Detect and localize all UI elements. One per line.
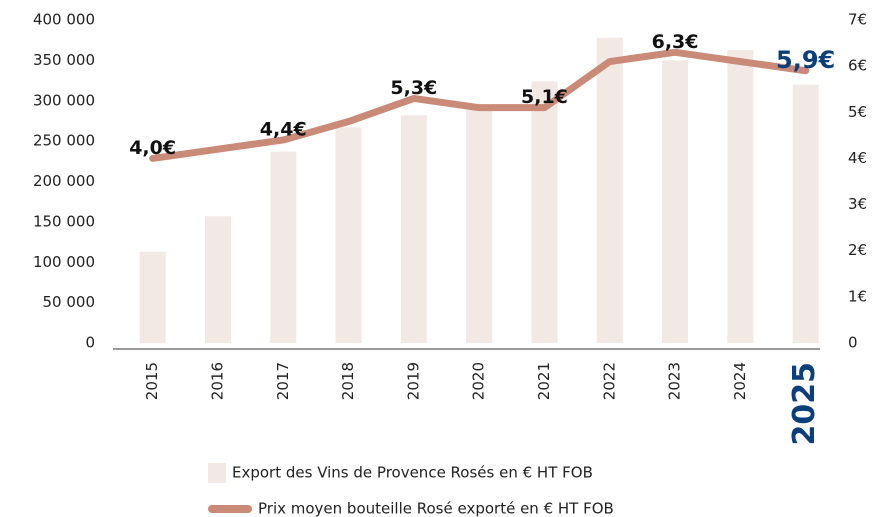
legend-label: Export des Vins de Provence Rosés en € H… bbox=[232, 464, 593, 482]
bar bbox=[335, 127, 362, 344]
x-tick-label: 2023 bbox=[666, 362, 684, 400]
y2-tick-label: 3€ bbox=[848, 195, 867, 213]
y-tick-label: 0 bbox=[85, 334, 95, 352]
y2-tick-label: 6€ bbox=[848, 57, 867, 75]
x-tick-label: 2019 bbox=[404, 362, 422, 400]
y2-tick-label: 4€ bbox=[848, 149, 867, 167]
y2-tick-label: 7€ bbox=[848, 11, 867, 29]
x-tick-label: 2020 bbox=[470, 362, 488, 400]
x-tick-label: 2025 bbox=[787, 362, 822, 446]
value-label: 5,3€ bbox=[390, 77, 437, 99]
y-tick-label: 100 000 bbox=[33, 253, 95, 271]
y2-tick-label: 1€ bbox=[848, 287, 867, 305]
legend-swatch bbox=[208, 463, 226, 483]
value-label: 5,9€ bbox=[776, 46, 835, 74]
y-tick-label: 150 000 bbox=[33, 212, 95, 230]
y-tick-label: 200 000 bbox=[33, 172, 95, 190]
value-label: 6,3€ bbox=[652, 31, 699, 53]
bar bbox=[204, 216, 231, 343]
bar bbox=[270, 151, 297, 343]
x-tick-label: 2017 bbox=[274, 362, 292, 400]
x-tick-label: 2021 bbox=[535, 362, 553, 400]
bar bbox=[792, 84, 819, 343]
y2-tick-label: 5€ bbox=[848, 103, 867, 121]
y2-tick-label: 2€ bbox=[848, 241, 867, 259]
bar bbox=[400, 115, 427, 343]
bar bbox=[466, 107, 493, 344]
y-tick-label: 400 000 bbox=[33, 11, 95, 29]
x-tick-label: 2018 bbox=[339, 362, 357, 400]
x-tick-label: 2016 bbox=[208, 362, 226, 400]
bar bbox=[727, 49, 754, 343]
x-tick-label: 2024 bbox=[731, 362, 749, 400]
y-tick-label: 250 000 bbox=[33, 132, 95, 150]
x-tick-label: 2022 bbox=[600, 362, 618, 400]
legend-label: Prix moyen bouteille Rosé exporté en € H… bbox=[258, 500, 614, 517]
bar bbox=[139, 251, 166, 343]
y-tick-label: 300 000 bbox=[33, 91, 95, 109]
y-tick-label: 50 000 bbox=[43, 293, 96, 311]
x-tick-label: 2015 bbox=[143, 362, 161, 400]
bar bbox=[596, 37, 623, 343]
value-label: 4,0€ bbox=[129, 137, 176, 159]
bar bbox=[662, 60, 689, 343]
value-label: 4,4€ bbox=[260, 118, 307, 140]
price-line bbox=[149, 48, 810, 162]
y-tick-label: 350 000 bbox=[33, 51, 95, 69]
bar bbox=[531, 81, 558, 344]
y2-tick-label: 0 bbox=[848, 334, 858, 352]
value-label: 5,1€ bbox=[521, 86, 568, 108]
